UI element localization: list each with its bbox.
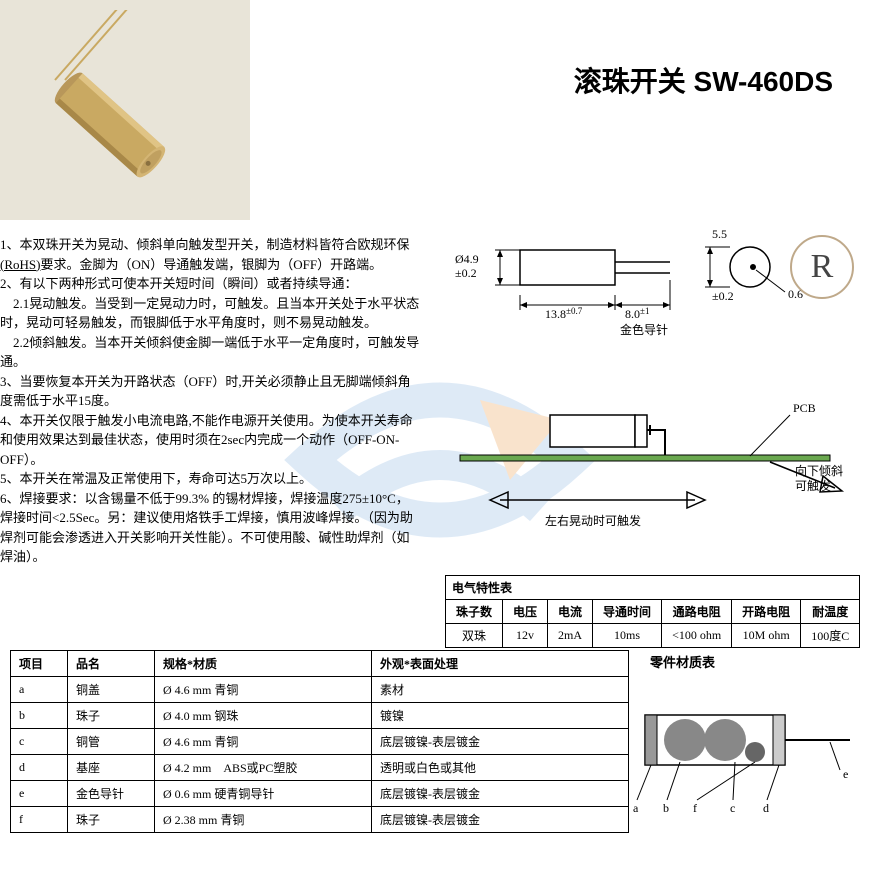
electrical-characteristics-table: 电气特性表 珠子数 电压 电流 导通时间 通路电阻 开路电阻 耐温度 双珠 12… [445,575,860,648]
desc-line: 1、本双珠开关为晃动、倾斜单向触发型开关，制造材料皆符合欧规环保 [0,237,410,252]
description-text: 1、本双珠开关为晃动、倾斜单向触发型开关，制造材料皆符合欧规环保 (RoHS)要求… [0,235,420,567]
svg-text:a: a [633,801,639,815]
desc-line: 6、焊接要求：以含锡量不低于99.3% 的锡材焊接，焊接温度275±10°C，焊… [0,491,413,565]
table-row: 双珠 12v 2mA 10ms <100 ohm 10M ohm 100度C [446,624,860,648]
svg-text:向下倾斜: 向下倾斜 [795,463,843,478]
desc-line: 5、本开关在常温及正常使用下，寿命可达5万次以上。 [0,471,312,486]
svg-text:b: b [663,801,669,815]
table-row: a铜盖Ø 4.6 mm 青铜素材 [11,677,629,703]
svg-text:e: e [843,767,848,781]
table-row: b珠子Ø 4.0 mm 钢珠镀镍 [11,703,629,729]
parts-table-title: 零件材质表 [650,652,715,671]
desc-line: 3、当要恢复本开关为开路状态（OFF）时,开关必须静止且无脚端倾斜角度需低于水平… [0,374,411,409]
table-row: f珠子Ø 2.38 mm 青铜底层镀镍-表层镀金 [11,807,629,833]
desc-line: 2、有以下两种形式可使本开关短时间（瞬间）或者持续导通： [0,276,358,291]
document-title: 滚珠开关 SW-460DS [574,60,833,100]
pcb-mount-diagram: PCB 左右晃动时可触发 向下倾斜 可触发 [450,380,870,560]
svg-text:c: c [730,801,735,815]
table-row: d基座Ø 4.2 mm ABS或PC塑胶透明或白色或其他 [11,755,629,781]
parts-cross-section-diagram: a b f c d e [625,700,865,820]
rohs-text: (RoHS) [0,257,40,272]
desc-line: 2.2倾斜触发。当本开关倾斜使金脚一端低于水平一定角度时，可触发导通。 [0,335,419,370]
table-row: c铜管Ø 4.6 mm 青铜底层镀镍-表层镀金 [11,729,629,755]
elec-table-title: 电气特性表 [446,576,860,600]
svg-text:PCB: PCB [793,401,816,415]
svg-text:5.5: 5.5 [712,227,727,241]
svg-text:金色导针: 金色导针 [620,322,668,337]
dimension-diagram: Ø4.9 ±0.2 13.8±0.7 8.0±1 金色导针 5.5 ±0.2 0… [450,220,850,360]
svg-text:±0.2: ±0.2 [455,266,477,280]
svg-text:Ø4.9: Ø4.9 [455,252,479,266]
svg-text:13.8±0.7: 13.8±0.7 [545,306,583,321]
table-header-row: 项目 品名 规格*材质 外观*表面处理 [11,651,629,677]
svg-text:±0.2: ±0.2 [712,289,734,303]
svg-text:d: d [763,801,769,815]
registered-trademark-icon: R [790,235,854,299]
parts-material-table: 项目 品名 规格*材质 外观*表面处理 a铜盖Ø 4.6 mm 青铜素材 b珠子… [10,650,629,833]
desc-line: 2.1晃动触发。当受到一定晃动力时，可触发。且当本开关处于水平状态时，晃动可轻易… [0,296,419,331]
product-photo [0,0,250,220]
table-row: e金色导针Ø 0.6 mm 硬青铜导针底层镀镍-表层镀金 [11,781,629,807]
svg-text:f: f [693,801,697,815]
svg-text:8.0±1: 8.0±1 [625,306,649,321]
desc-line: 4、本开关仅限于触发小电流电路,不能作电源开关使用。为使本开关寿命和使用效果达到… [0,413,413,467]
svg-text:可触发: 可触发 [795,478,831,493]
svg-text:左右晃动时可触发: 左右晃动时可触发 [545,513,641,528]
desc-line: 要求。金脚为（ON）导通触发端，银脚为（OFF）开路端。 [40,257,382,272]
table-header-row: 珠子数 电压 电流 导通时间 通路电阻 开路电阻 耐温度 [446,600,860,624]
